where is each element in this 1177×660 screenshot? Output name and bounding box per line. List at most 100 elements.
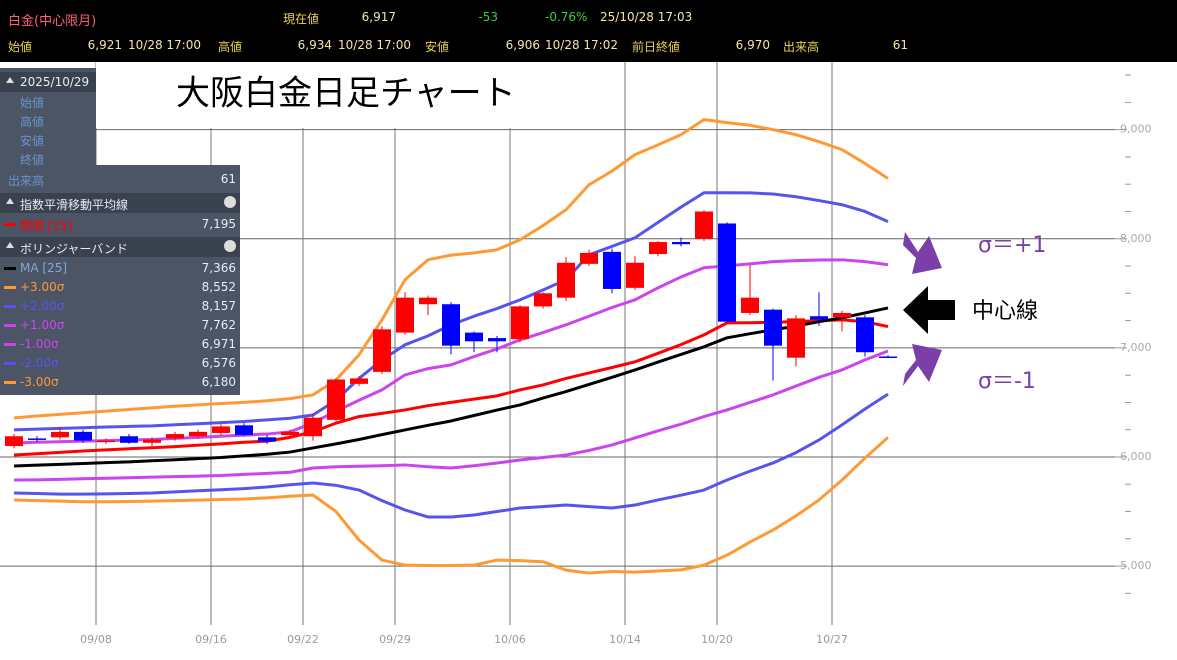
legend-value: 8,552 <box>201 280 236 294</box>
annotation: σ＝+1 <box>978 233 1046 258</box>
candle-body <box>350 378 368 384</box>
legend-value: 8,157 <box>201 299 236 313</box>
x-tick-label: 09/29 <box>379 633 411 646</box>
value: 6,906 <box>505 38 540 52</box>
candle-body <box>51 431 69 438</box>
x-tick-label: 09/08 <box>80 633 112 646</box>
collapse-icon[interactable] <box>6 198 14 204</box>
legend-swatch <box>4 343 16 346</box>
legend-label: 期間 [25] <box>20 219 73 233</box>
arrow <box>903 232 942 274</box>
time: 10/28 17:02 <box>545 38 618 52</box>
collapse-icon[interactable] <box>6 77 14 83</box>
indicator-line <box>13 118 889 420</box>
candle-body <box>189 431 207 437</box>
x-tick-label: 10/06 <box>494 633 526 646</box>
change: -53 <box>478 10 498 24</box>
legend-swatch <box>4 305 16 308</box>
arrow <box>903 286 955 334</box>
indicator-line <box>13 436 890 575</box>
candle-body <box>74 431 92 441</box>
y-tick-label: 8,000 <box>1120 232 1152 245</box>
chart-title: 大阪白金日足チャート <box>176 74 516 114</box>
value: 6,921 <box>87 38 122 52</box>
time: 10/28 17:00 <box>338 38 411 52</box>
section-title: ボリンジャーバンド <box>20 242 128 256</box>
volume: 61 <box>220 172 236 186</box>
legend-label: +2.00σ <box>20 299 65 313</box>
time: 10/28 17:00 <box>128 38 201 52</box>
candle-body <box>5 436 23 447</box>
value: 6,917 <box>361 10 396 24</box>
legend-swatch <box>4 324 16 327</box>
panel-row <box>0 237 240 257</box>
close-icon[interactable] <box>224 196 236 208</box>
legend-value: 7,762 <box>201 318 236 332</box>
candle-body <box>833 312 851 318</box>
legend-label: +1.00σ <box>20 318 65 332</box>
value: 6,934 <box>297 38 332 52</box>
candle-body <box>212 426 230 433</box>
indicator-line <box>13 258 889 445</box>
indicator-line <box>13 318 889 457</box>
indicator-line <box>13 392 889 519</box>
candle-body <box>741 297 759 313</box>
candle-body <box>580 252 598 264</box>
candle-body <box>511 306 529 340</box>
value: 6,970 <box>735 38 770 52</box>
candle-body <box>787 318 805 358</box>
field: 高値 <box>20 115 45 129</box>
legend-swatch <box>4 267 16 270</box>
field: 終値 <box>20 153 45 167</box>
x-tick-label: 10/14 <box>609 633 641 646</box>
candle-body <box>166 434 184 439</box>
candle-body <box>120 436 138 443</box>
candle-body <box>557 262 575 298</box>
x-tick-label: 10/20 <box>701 633 733 646</box>
candle-body <box>442 304 460 346</box>
label: 出来高 <box>783 40 820 54</box>
candle-body <box>856 317 874 353</box>
panel-date: 2025/10/29 <box>20 75 90 89</box>
annotation: 中心線 <box>972 299 1038 324</box>
candle-body <box>764 309 782 346</box>
candle-body <box>488 338 506 342</box>
legend-value: 7,195 <box>201 217 236 231</box>
close-icon[interactable] <box>224 240 236 252</box>
change-pct: -0.76% <box>545 10 588 24</box>
quote-header: 白金(中心限月) 現在値 6,917 -53 -0.76% 25/10/28 1… <box>0 0 1177 62</box>
x-tick-label: 10/27 <box>816 633 848 646</box>
candle-body <box>396 297 414 333</box>
legend-swatch <box>4 381 16 384</box>
value: 61 <box>892 38 908 52</box>
candle-body <box>672 242 690 245</box>
legend-swatch <box>4 223 16 226</box>
candle-body <box>879 356 897 358</box>
panel-row <box>0 72 96 92</box>
candle-body <box>649 242 667 255</box>
label: 前日終値 <box>632 40 681 54</box>
legend-label: MA [25] <box>20 261 68 275</box>
field: 始値 <box>20 96 45 110</box>
candle-body <box>465 332 483 342</box>
collapse-icon[interactable] <box>6 242 14 248</box>
instrument: 白金(中心限月) <box>8 14 97 29</box>
candle-body <box>718 223 736 322</box>
x-tick-label: 09/22 <box>287 633 319 646</box>
legend-label: +3.00σ <box>20 280 65 294</box>
field: 出来高 <box>8 174 45 188</box>
candle-body <box>235 425 253 436</box>
legend-value: 6,971 <box>201 337 236 351</box>
section-title: 指数平滑移動平均線 <box>20 198 129 212</box>
candle-body <box>304 417 322 437</box>
candle-body <box>603 251 621 289</box>
y-tick-label: 9,000 <box>1120 123 1152 136</box>
candle-body <box>534 293 552 307</box>
candle-body <box>28 438 46 440</box>
legend-value: 6,180 <box>201 375 236 389</box>
label: 高値 <box>218 40 243 54</box>
legend-value: 7,366 <box>201 261 236 275</box>
indicator-line <box>13 306 889 468</box>
title-backdrop <box>96 62 620 128</box>
